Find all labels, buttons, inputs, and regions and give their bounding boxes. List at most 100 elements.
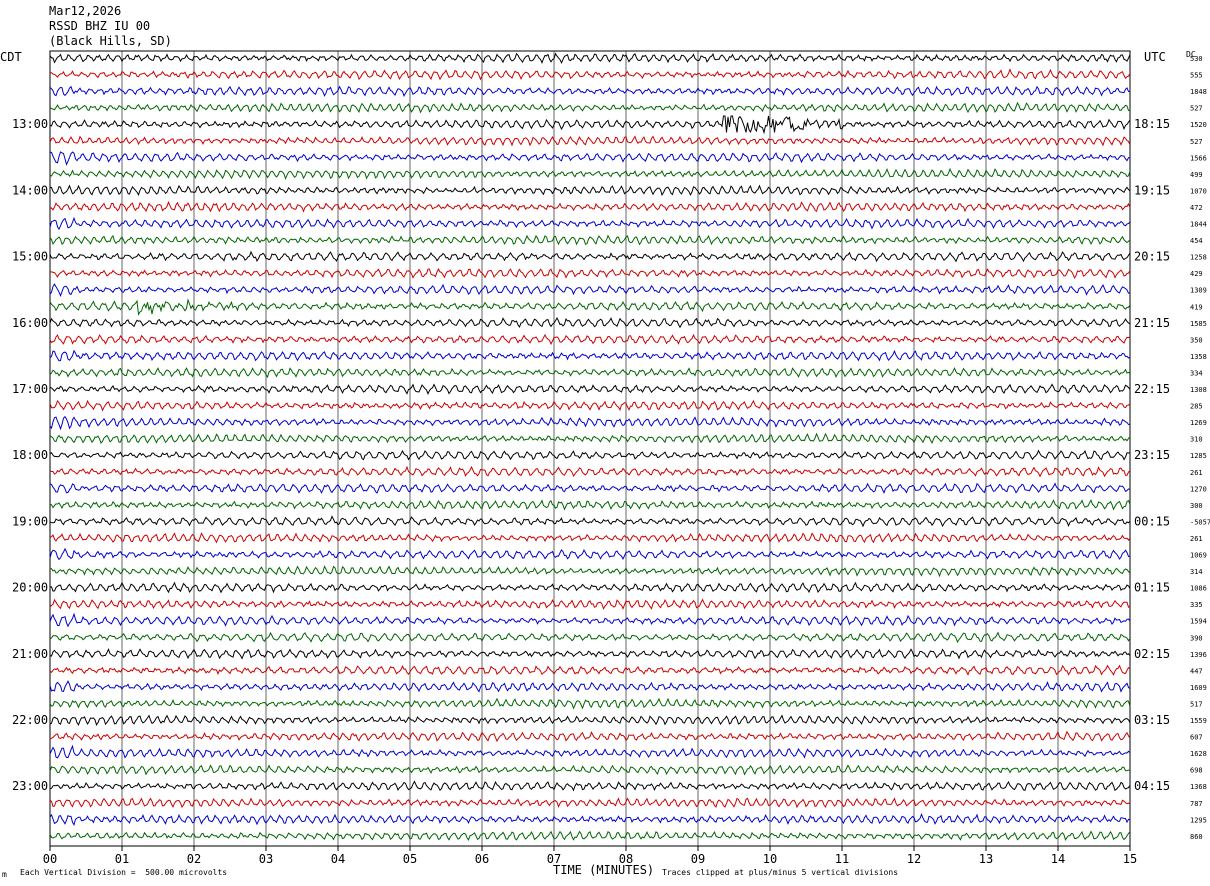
trace-42 (49, 730, 1131, 743)
dc-offset-11: 1844 (1190, 221, 1207, 229)
dc-offset-2: 555 (1190, 72, 1203, 80)
left-zone-label: CDT (0, 50, 22, 64)
dc-offset-8: 499 (1190, 171, 1203, 179)
trace-37 (49, 648, 1131, 660)
header-station: RSSD BHZ IU 00 (49, 19, 151, 33)
trace-31 (49, 547, 1131, 561)
left-hour-label-10: 22:00 (12, 713, 48, 727)
left-hour-label-7: 19:00 (12, 514, 48, 528)
trace-25 (49, 449, 1131, 461)
trace-21 (49, 383, 1131, 395)
dc-offset-13: 1258 (1190, 254, 1207, 262)
trace-41 (49, 714, 1131, 726)
x-tick-label-01: 01 (115, 852, 129, 866)
dc-offset-28: 300 (1190, 502, 1203, 510)
dc-offset-33: 1086 (1190, 585, 1207, 593)
trace-14 (49, 268, 1131, 279)
dc-offset-16: 419 (1190, 303, 1203, 311)
x-tick-label-15: 15 (1123, 852, 1137, 866)
dc-offset-29: -5057 (1190, 518, 1210, 526)
x-tick-label-10: 10 (763, 852, 777, 866)
right-hour-label-7: 00:15 (1134, 514, 1170, 528)
x-tick-label-12: 12 (907, 852, 921, 866)
trace-30 (49, 532, 1131, 544)
x-tick-label-07: 07 (547, 852, 561, 866)
trace-11 (49, 216, 1131, 231)
x-tick-label-03: 03 (259, 852, 273, 866)
trace-32 (49, 565, 1131, 578)
x-tick-label-02: 02 (187, 852, 201, 866)
x-axis-title: TIME (MINUTES) (553, 863, 655, 877)
trace-24 (49, 432, 1131, 445)
trace-18 (49, 333, 1131, 346)
x-tick-label-11: 11 (835, 852, 849, 866)
dc-offset-47: 1295 (1190, 816, 1207, 824)
dc-offset-46: 787 (1190, 800, 1203, 808)
dc-offset-38: 447 (1190, 667, 1203, 675)
trace-10 (49, 200, 1131, 213)
dc-offset-7: 1566 (1190, 154, 1207, 162)
dc-offset-45: 1368 (1190, 783, 1207, 791)
dc-offset-31: 1069 (1190, 552, 1207, 560)
right-hour-label-1: 18:15 (1134, 117, 1170, 131)
left-hour-label-3: 15:00 (12, 250, 48, 264)
trace-13 (49, 250, 1131, 263)
dc-offset-3: 1848 (1190, 88, 1207, 96)
dc-offset-15: 1309 (1190, 287, 1207, 295)
dc-offset-6: 527 (1190, 138, 1203, 146)
right-hour-label-10: 03:15 (1134, 713, 1170, 727)
dc-offset-32: 314 (1190, 568, 1203, 576)
left-hour-label-5: 17:00 (12, 382, 48, 396)
dc-offset-14: 429 (1190, 270, 1203, 278)
left-hour-label-9: 21:00 (12, 647, 48, 661)
dc-offset-20: 334 (1190, 369, 1203, 377)
dc-offset-1: 530 (1190, 55, 1203, 63)
trace-23 (49, 415, 1131, 431)
trace-3 (49, 85, 1131, 97)
x-tick-label-14: 14 (1051, 852, 1065, 866)
left-hour-label-6: 18:00 (12, 448, 48, 462)
dc-offset-27: 1270 (1190, 485, 1207, 493)
dc-offset-10: 472 (1190, 204, 1203, 212)
trace-34 (49, 598, 1131, 610)
x-tick-label-08: 08 (619, 852, 633, 866)
dc-offset-42: 607 (1190, 734, 1203, 742)
right-hour-label-3: 20:15 (1134, 250, 1170, 264)
dc-offset-37: 1396 (1190, 651, 1207, 659)
header-location: (Black Hills, SD) (49, 34, 172, 48)
dc-offset-30: 261 (1190, 535, 1203, 543)
dc-offset-35: 1594 (1190, 618, 1207, 626)
trace-36 (49, 631, 1131, 644)
dc-offset-17: 1585 (1190, 320, 1207, 328)
trace-22 (49, 399, 1131, 412)
dc-offset-22: 285 (1190, 403, 1203, 411)
right-hour-label-11: 04:15 (1134, 779, 1170, 793)
dc-offset-19: 1358 (1190, 353, 1207, 361)
trace-7 (49, 151, 1131, 166)
trace-40 (49, 697, 1131, 710)
dc-offset-48: 860 (1190, 833, 1203, 841)
trace-28 (49, 499, 1131, 511)
dc-offset-9: 1070 (1190, 187, 1207, 195)
trace-29 (49, 515, 1131, 528)
trace-26 (49, 465, 1131, 478)
dc-offset-41: 1559 (1190, 717, 1207, 725)
dc-offset-18: 350 (1190, 336, 1203, 344)
trace-20 (49, 366, 1131, 379)
left-hour-label-11: 23:00 (12, 779, 48, 793)
dc-offset-40: 517 (1190, 700, 1203, 708)
right-hour-label-4: 21:15 (1134, 316, 1170, 330)
trace-17 (49, 316, 1131, 329)
header-date: Mar12,2026 (49, 4, 122, 18)
dc-offset-5: 1520 (1190, 121, 1207, 129)
x-tick-label-13: 13 (979, 852, 993, 866)
x-tick-label-05: 05 (403, 852, 417, 866)
trace-15 (49, 283, 1131, 298)
trace-2 (49, 68, 1131, 81)
trace-44 (49, 764, 1130, 776)
right-zone-label: UTC (1144, 50, 1166, 64)
clip-note: Traces clipped at plus/minus 5 vertical … (662, 868, 899, 877)
dc-label: DC (1186, 50, 1196, 59)
trace-35 (49, 612, 1131, 628)
left-hour-label-2: 14:00 (12, 183, 48, 197)
